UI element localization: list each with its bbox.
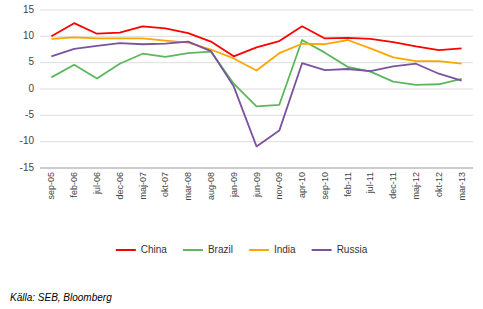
legend-label: China [141,244,168,255]
series-line [51,42,461,147]
x-tick-label: jan-09 [229,172,239,198]
chart-container: -15 -10 -5 0 5 10 15 sep-05 feb-06 jul-06 dec-06 ma… [0,0,483,309]
x-tick-label: sep-05 [46,172,56,200]
grid-line [40,36,473,37]
chart: -15 -10 -5 0 5 10 15 sep-05 feb-06 jul-06 dec-06 ma… [0,0,483,309]
x-tick-label: aug-08 [206,172,216,200]
lines [51,23,461,146]
x-tick-label: feb-11 [343,172,353,197]
y-tick-label: 5 [28,56,34,67]
x-tick-label: nov-09 [274,172,284,200]
x-tick-label: maj-07 [138,172,148,200]
grid-line [40,141,473,142]
y-tick-label: 0 [28,83,34,94]
grid [40,10,473,168]
grid-line [40,168,473,169]
y-tick-label: -5 [25,109,34,120]
y-tick-label: 15 [23,4,35,15]
y-tick-label: -10 [20,135,35,146]
grid-line [40,89,473,90]
legend-swatch [183,249,203,251]
series-line [51,40,461,106]
y-tick-label: 10 [23,30,35,41]
y-axis: -15 -10 -5 0 5 10 15 [20,4,35,173]
x-tick-label: apr-10 [297,172,307,198]
legend-label: Brazil [208,244,233,255]
x-tick-label: jul-11 [365,172,375,194]
x-tick-label: maj-12 [411,172,421,200]
x-tick-label: mar-08 [183,172,193,201]
legend-swatch [312,249,332,251]
legend-label: India [274,244,296,255]
legend: China Brazil India Russia [116,244,368,255]
grid-line [40,62,473,63]
x-tick-label: sep-10 [320,172,330,200]
legend-item: Russia [312,244,368,255]
x-tick-label: okt-07 [160,172,170,197]
x-tick-label: jun-09 [252,172,262,198]
annotation: Källa: SEB, Bloomberg [10,292,112,303]
x-axis: sep-05 feb-06 jul-06 dec-06 maj-07 okt-07 mar-… [46,172,466,201]
series-line [51,23,461,56]
legend-swatch [116,249,136,251]
legend-label: Russia [337,244,368,255]
grid-line [40,10,473,11]
x-tick-label: dec-11 [388,172,398,199]
x-tick-label: feb-06 [69,172,79,198]
x-tick-label: jul-06 [92,172,102,195]
grid-line [40,115,473,116]
legend-swatch [249,249,269,251]
legend-item: Brazil [183,244,233,255]
x-tick-label: mar-13 [457,172,467,201]
y-tick-label: -15 [20,162,35,173]
legend-item: India [249,244,296,255]
legend-item: China [116,244,168,255]
x-tick-label: dec-06 [115,172,125,200]
x-tick-label: okt-12 [434,172,444,197]
